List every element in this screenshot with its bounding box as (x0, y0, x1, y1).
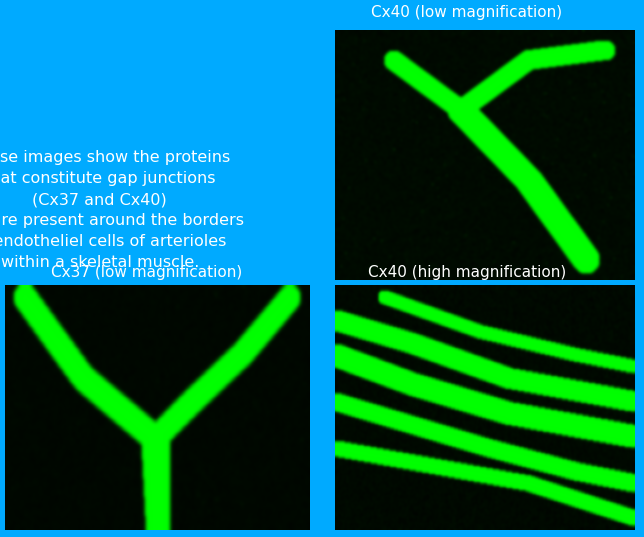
Text: Cx40 (high magnification): Cx40 (high magnification) (368, 265, 566, 280)
Text: Cx37 (low magnification): Cx37 (low magnification) (52, 265, 242, 280)
Text: These images show the proteins
that constitute gap junctions
(Cx37 and Cx40)
and: These images show the proteins that cons… (0, 150, 244, 270)
Text: Cx40 (low magnification): Cx40 (low magnification) (372, 5, 562, 20)
